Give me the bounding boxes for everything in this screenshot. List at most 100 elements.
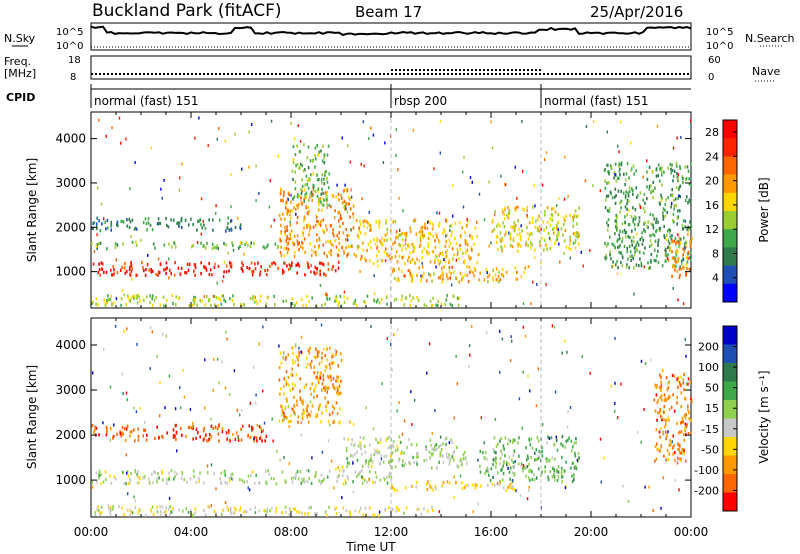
heatmap-cell [126, 508, 129, 512]
heatmap-cell [314, 265, 317, 269]
heatmap-cell [626, 263, 628, 267]
heatmap-cell [338, 407, 341, 411]
heatmap-cell [127, 474, 130, 478]
heatmap-cell [450, 234, 453, 238]
heatmap-cell [620, 189, 622, 194]
heatmap-cell [501, 246, 503, 250]
frequency-strip-frame [90, 55, 692, 80]
heatmap-cell [343, 251, 345, 255]
heatmap-cell [666, 448, 669, 452]
heatmap-cell [291, 241, 294, 245]
heatmap-cell [472, 483, 474, 487]
heatmap-cell [334, 348, 336, 352]
heatmap-cell [564, 469, 566, 473]
heatmap-cell [231, 241, 233, 245]
heatmap-cell [656, 254, 658, 258]
heatmap-cell [464, 457, 467, 461]
heatmap-cell [435, 265, 437, 269]
heatmap-cell [288, 425, 290, 428]
heatmap-cell [450, 272, 452, 276]
heatmap-cell [391, 483, 393, 487]
heatmap-cell [175, 303, 177, 307]
heatmap-cell [644, 362, 647, 366]
heatmap-cell [599, 189, 601, 193]
heatmap-cell [343, 249, 345, 253]
heatmap-cell [186, 480, 188, 484]
heatmap-cell [230, 477, 233, 481]
heatmap-cell [248, 130, 250, 134]
heatmap-cell [223, 260, 226, 264]
heatmap-cell [676, 421, 678, 426]
heatmap-cell [562, 444, 564, 448]
heatmap-cell [621, 240, 623, 244]
heatmap-cell [676, 172, 678, 176]
heatmap-cell [312, 188, 315, 192]
heatmap-cell [461, 251, 464, 255]
heatmap-cell [685, 240, 688, 244]
heatmap-cell [386, 238, 388, 242]
heatmap-cell [325, 224, 327, 228]
heatmap-cell [516, 249, 519, 253]
heatmap-cell [324, 388, 326, 392]
heatmap-cell [445, 254, 448, 258]
heatmap-cell [369, 240, 372, 244]
heatmap-cell [253, 365, 255, 369]
heatmap-cell [355, 254, 358, 258]
heatmap-cell [642, 198, 644, 202]
heatmap-cell [316, 173, 318, 177]
heatmap-cell [247, 486, 249, 490]
heatmap-cell [390, 475, 393, 480]
heatmap-cell [288, 211, 291, 215]
heatmap-cell [293, 243, 296, 247]
heatmap-cell [536, 436, 539, 440]
heatmap-cell [409, 251, 411, 255]
heatmap-cell [649, 212, 652, 216]
heatmap-cell [313, 355, 316, 359]
heatmap-cell [555, 239, 558, 243]
heatmap-cell [349, 420, 351, 424]
heatmap-cell [520, 275, 523, 279]
heatmap-cell [460, 463, 463, 467]
heatmap-cell [93, 430, 95, 435]
heatmap-cell [486, 457, 488, 461]
heatmap-cell [338, 300, 340, 304]
heatmap-cell [686, 195, 688, 199]
heatmap-cell [520, 244, 522, 248]
heatmap-cell [564, 155, 566, 159]
heatmap-cell [103, 298, 105, 302]
heatmap-cell [345, 207, 347, 211]
heatmap-cell [620, 382, 622, 386]
heatmap-cell [614, 232, 616, 236]
heatmap-cell [126, 424, 129, 428]
heatmap-cell [378, 222, 380, 226]
heatmap-cell [510, 458, 513, 462]
heatmap-cell [409, 293, 411, 298]
heatmap-cell [322, 243, 325, 247]
heatmap-cell [425, 445, 427, 449]
heatmap-cell [403, 464, 405, 468]
heatmap-cell [378, 510, 381, 514]
heatmap-cell [336, 386, 339, 390]
heatmap-cell [684, 422, 687, 426]
heatmap-cell [498, 482, 501, 487]
heatmap-cell [223, 470, 225, 474]
heatmap-cell [370, 457, 372, 461]
heatmap-cell [126, 218, 128, 222]
heatmap-cell [518, 436, 520, 440]
heatmap-cell [326, 195, 328, 199]
heatmap-cell [324, 396, 326, 400]
heatmap-cell [326, 191, 328, 195]
heatmap-cell [189, 509, 192, 513]
heatmap-cell [115, 297, 118, 301]
heatmap-cell [182, 369, 184, 372]
heatmap-cell [493, 450, 496, 454]
heatmap-cell [137, 427, 139, 431]
heatmap-cell [318, 197, 320, 201]
heatmap-cell [137, 469, 139, 473]
heatmap-cell [295, 471, 297, 476]
heatmap-cell [385, 454, 388, 458]
heatmap-cell [116, 271, 119, 275]
heatmap-cell [466, 224, 468, 228]
heatmap-cell [289, 507, 291, 511]
heatmap-cell [431, 279, 433, 283]
